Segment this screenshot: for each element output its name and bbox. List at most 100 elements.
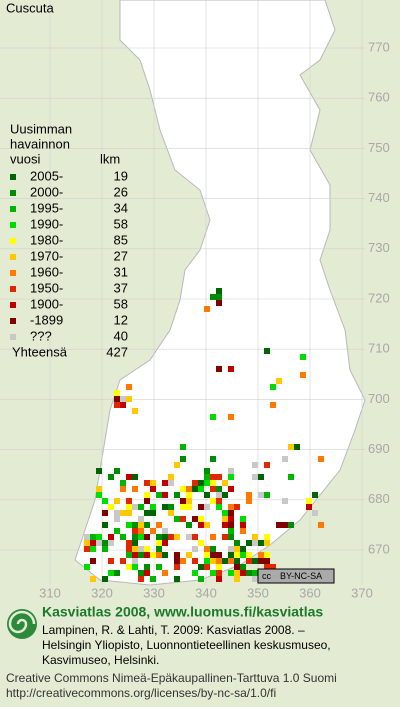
logo-spiral	[8, 610, 36, 634]
occurrence-square	[210, 456, 216, 462]
occurrence-square	[276, 522, 282, 528]
occurrence-square	[120, 480, 126, 486]
occurrence-square	[144, 534, 150, 540]
occurrence-square	[132, 540, 138, 546]
legend-count: 58	[114, 216, 128, 231]
occurrence-square	[210, 546, 216, 552]
occurrence-square	[204, 522, 210, 528]
occurrence-square	[234, 540, 240, 546]
occurrence-square	[174, 552, 180, 558]
occurrence-square	[252, 462, 258, 468]
occurrence-square	[216, 366, 222, 372]
occurrence-square	[288, 522, 294, 528]
occurrence-square	[192, 516, 198, 522]
occurrence-square	[228, 552, 234, 558]
occurrence-square	[102, 498, 108, 504]
occurrence-square	[216, 570, 222, 576]
occurrence-square	[144, 552, 150, 558]
occurrence-square	[90, 546, 96, 552]
occurrence-square	[108, 570, 114, 576]
legend-heading: havainnon	[10, 136, 70, 151]
occurrence-square	[102, 510, 108, 516]
occurrence-square	[102, 546, 108, 552]
occurrence-square	[210, 570, 216, 576]
occurrence-square	[174, 516, 180, 522]
occurrence-square	[252, 558, 258, 564]
occurrence-square	[96, 540, 102, 546]
occurrence-square	[120, 402, 126, 408]
occurrence-square	[222, 510, 228, 516]
occurrence-square	[318, 522, 324, 528]
legend-swatch	[10, 238, 16, 244]
legend-label: 2005-	[30, 168, 63, 183]
occurrence-square	[234, 576, 240, 582]
occurrence-square	[186, 522, 192, 528]
legend-count: 34	[114, 200, 128, 215]
occurrence-square	[258, 558, 264, 564]
occurrence-square	[156, 492, 162, 498]
logo-circle	[7, 609, 37, 639]
occurrence-square	[114, 528, 120, 534]
legend-label: 1900-	[30, 296, 63, 311]
occurrence-square	[198, 564, 204, 570]
occurrence-square	[240, 570, 246, 576]
footer-heading: Kasviatlas 2008, www.luomus.fi/kasviatla…	[42, 604, 323, 620]
license-badge: cc BY-NC-SA	[257, 568, 335, 584]
occurrence-square	[186, 534, 192, 540]
occurrence-square	[198, 576, 204, 582]
legend-label: 1960-	[30, 264, 63, 279]
occurrence-square	[234, 570, 240, 576]
legend-label: ???	[30, 328, 52, 343]
occurrence-square	[144, 510, 150, 516]
occurrence-square	[132, 504, 138, 510]
occurrence-square	[282, 522, 288, 528]
license-line: http://creativecommons.org/licenses/by-n…	[6, 686, 276, 700]
occurrence-squares	[84, 288, 324, 582]
occurrence-square	[126, 546, 132, 552]
occurrence-square	[204, 306, 210, 312]
occurrence-square	[192, 546, 198, 552]
occurrence-square	[216, 492, 222, 498]
occurrence-square	[126, 384, 132, 390]
occurrence-square	[150, 486, 156, 492]
north-label: 680	[368, 491, 390, 506]
occurrence-square	[180, 504, 186, 510]
occurrence-square	[306, 498, 312, 504]
occurrence-square	[132, 474, 138, 480]
occurrence-square	[162, 570, 168, 576]
occurrence-square	[216, 552, 222, 558]
occurrence-square	[216, 498, 222, 504]
occurrence-square	[168, 534, 174, 540]
east-label: 360	[299, 585, 321, 600]
occurrence-square	[156, 552, 162, 558]
occurrence-square	[126, 552, 132, 558]
occurrence-square	[168, 510, 174, 516]
occurrence-square	[114, 510, 120, 516]
occurrence-square	[228, 570, 234, 576]
occurrence-square	[216, 288, 222, 294]
occurrence-square	[126, 474, 132, 480]
occurrence-square	[312, 492, 318, 498]
occurrence-square	[300, 372, 306, 378]
occurrence-square	[222, 492, 228, 498]
occurrence-square	[240, 516, 246, 522]
east-label: 370	[351, 585, 373, 600]
legend: Uusimman havainnon vuosi lkm 2005- 19 2000…	[10, 121, 128, 359]
occurrence-square	[216, 474, 222, 480]
occurrence-square	[138, 546, 144, 552]
legend-swatch	[10, 174, 16, 180]
occurrence-square	[204, 504, 210, 510]
occurrence-square	[150, 552, 156, 558]
occurrence-square	[198, 504, 204, 510]
north-label: 740	[368, 190, 390, 205]
occurrence-square	[132, 408, 138, 414]
occurrence-square	[102, 540, 108, 546]
legend-label: 1995-	[30, 200, 63, 215]
occurrence-square	[114, 516, 120, 522]
occurrence-square	[120, 396, 126, 402]
east-label: 340	[195, 585, 217, 600]
occurrence-square	[264, 348, 270, 354]
occurrence-square	[180, 558, 186, 564]
occurrence-square	[240, 522, 246, 528]
occurrence-square	[258, 540, 264, 546]
